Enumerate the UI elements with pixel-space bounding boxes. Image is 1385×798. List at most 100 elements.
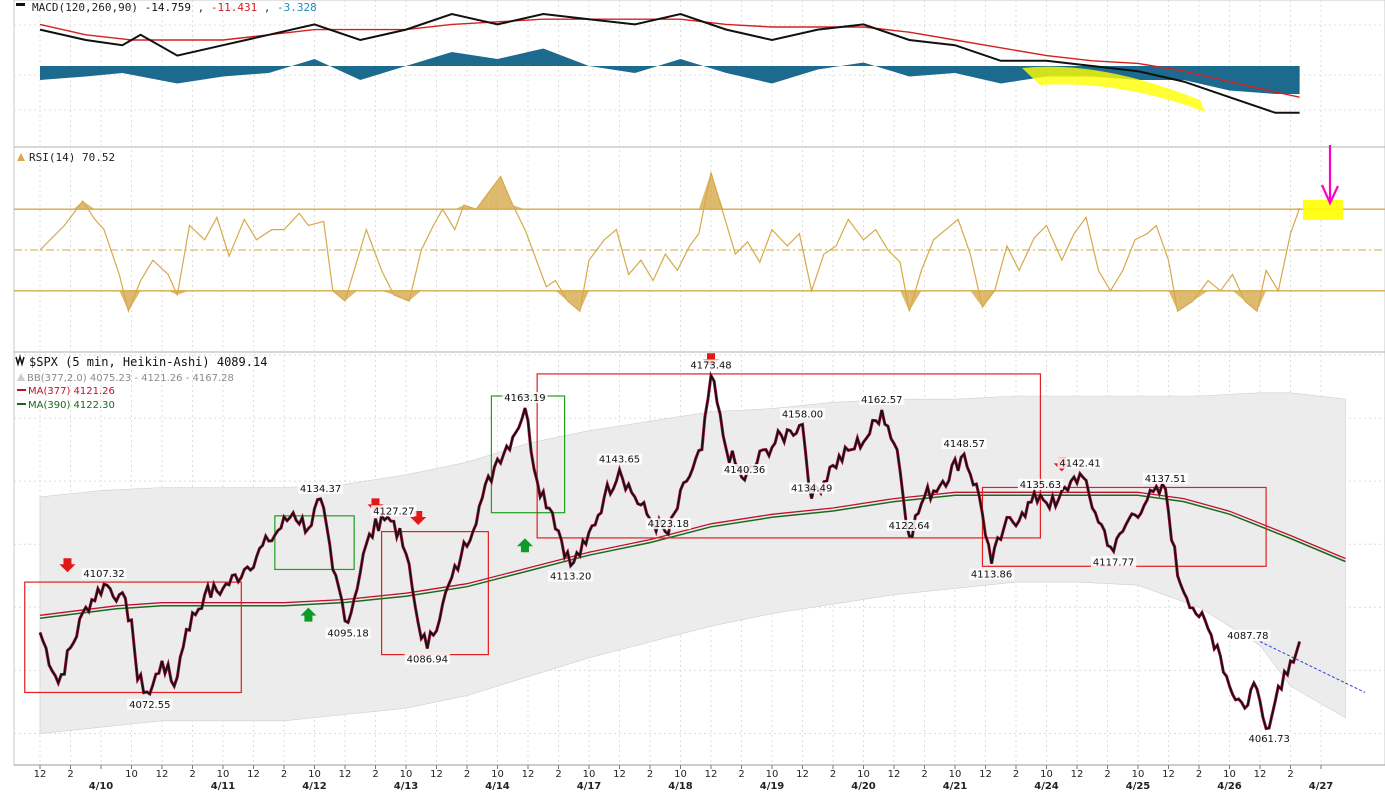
price-label-bg bbox=[789, 482, 835, 494]
rsi-oversold-fill bbox=[555, 290, 568, 301]
price-label-bg bbox=[1225, 629, 1271, 641]
x-tick-label: 10 bbox=[766, 769, 779, 780]
magenta-arrow-head bbox=[1320, 184, 1339, 206]
rsi-oversold-fill bbox=[1177, 290, 1193, 312]
price-label-bg bbox=[596, 453, 643, 465]
x-day-label: 4/21 bbox=[943, 781, 968, 792]
price-label: 4163.19 bbox=[502, 392, 548, 404]
price-label-text: 4134.49 bbox=[791, 484, 832, 495]
rsi-highlight-marker bbox=[1303, 200, 1343, 220]
price-label-text: 4127.27 bbox=[373, 506, 414, 517]
x-tick-label: 2 bbox=[281, 769, 287, 780]
price-label-bg bbox=[779, 408, 826, 420]
price-label: 4107.32 bbox=[81, 568, 127, 580]
x-tick-label: 12 bbox=[1254, 769, 1267, 780]
x-tick-label: 10 bbox=[949, 769, 962, 780]
price-label-bg bbox=[127, 698, 173, 710]
x-tick-label: 2 bbox=[464, 769, 470, 780]
ma390-line bbox=[39, 494, 1346, 620]
rsi-legend-text: RSI(14) 70.52 bbox=[29, 151, 115, 164]
macd-legend: MACD(120,260,90) -14.759 , -11.431 , -3.… bbox=[16, 1, 317, 14]
price-label-bg bbox=[941, 438, 987, 450]
price-label-bg bbox=[886, 519, 932, 531]
price-label-text: 4142.41 bbox=[1059, 459, 1100, 470]
x-day-label: 4/19 bbox=[760, 781, 785, 792]
x-day-label: 4/24 bbox=[1034, 781, 1059, 792]
rsi-line bbox=[39, 172, 1301, 314]
price-label-bg bbox=[1142, 473, 1189, 485]
ma1-legend: MA(377) 4121.26 bbox=[28, 386, 115, 397]
rsi-oversold-fill bbox=[1244, 290, 1257, 312]
x-tick-label: 12 bbox=[522, 769, 535, 780]
x-tick-label: 2 bbox=[830, 769, 836, 780]
price-label-bg bbox=[859, 393, 905, 405]
rsi-oversold-fill bbox=[381, 290, 394, 295]
price-label-bg bbox=[1246, 733, 1292, 745]
x-tick-label: 10 bbox=[308, 769, 321, 780]
price-label-bg bbox=[404, 653, 450, 665]
price-label: 4087.78 bbox=[1225, 629, 1271, 642]
price-label-text: 4061.73 bbox=[1248, 734, 1289, 745]
rsi-oversold-fill bbox=[409, 290, 422, 301]
rsi-overbought-fill bbox=[488, 176, 501, 210]
price-label-text: 4086.94 bbox=[407, 654, 448, 665]
price-label-text: 4158.00 bbox=[782, 409, 823, 420]
rsi-legend: RSI(14) 70.52 bbox=[17, 151, 115, 164]
macd-legend-hist-value: -3.328 bbox=[277, 1, 317, 14]
rsi-legend-icon bbox=[17, 153, 25, 161]
ma2-legend-swatch bbox=[17, 403, 26, 405]
x-tick-label: 10 bbox=[217, 769, 230, 780]
price-label-text: 4162.57 bbox=[861, 395, 902, 406]
price-label: 4122.64 bbox=[886, 519, 932, 532]
price-label: 4127.27 bbox=[371, 505, 417, 517]
price-label-text: 4143.65 bbox=[599, 455, 640, 466]
price-label: 4095.18 bbox=[325, 627, 371, 640]
signal-line bbox=[39, 18, 1300, 98]
x-tick-label: 2 bbox=[1287, 769, 1293, 780]
x-day-label: 4/11 bbox=[211, 781, 236, 792]
price-panel: 4107.32 4072.55 4134.37 4095.18 4127.27 4086.… bbox=[24, 353, 1366, 745]
rsi-oversold-fill bbox=[177, 290, 190, 295]
price-label: 4158.00 bbox=[779, 408, 826, 420]
x-tick-label: 2 bbox=[189, 769, 195, 780]
rsi-oversold-fill bbox=[567, 290, 580, 312]
price-label-bg bbox=[1057, 457, 1103, 469]
rsi-overbought-fill bbox=[1290, 208, 1300, 210]
macd-legend-swatch bbox=[16, 3, 25, 6]
price-label-bg bbox=[645, 518, 691, 530]
price-label-text: 4135.63 bbox=[1020, 480, 1061, 491]
price-label-text: 4123.18 bbox=[648, 519, 689, 530]
x-tick-label: 12 bbox=[156, 769, 169, 780]
last-price-dashed-line bbox=[1259, 641, 1366, 693]
price-label: 4148.57 bbox=[941, 438, 987, 450]
ma1-legend-swatch bbox=[17, 389, 26, 391]
x-tick-label: 12 bbox=[979, 769, 992, 780]
buy-arrow-icon bbox=[300, 607, 317, 622]
x-tick-label: 2 bbox=[1013, 769, 1019, 780]
rsi-oversold-fill bbox=[345, 290, 358, 301]
macd-legend-text: MACD(120,260,90) -14.759 , -11.431 , -3.… bbox=[32, 1, 317, 14]
x-day-label: 4/13 bbox=[394, 781, 419, 792]
price-label: 4140.36 bbox=[721, 464, 768, 476]
price-label: 4117.77 bbox=[1091, 556, 1137, 568]
x-day-label: 4/26 bbox=[1217, 781, 1242, 792]
x-tick-label: 2 bbox=[1196, 769, 1202, 780]
price-label-text: 4134.37 bbox=[300, 484, 341, 495]
price-label: 4123.18 bbox=[645, 518, 691, 530]
price-label: 4061.73 bbox=[1246, 733, 1292, 745]
rsi-oversold-fill bbox=[909, 290, 922, 312]
x-tick-label: 10 bbox=[1132, 769, 1145, 780]
price-label-text: 4173.48 bbox=[690, 361, 731, 372]
x-day-label: 4/18 bbox=[668, 781, 693, 792]
x-day-label: 4/12 bbox=[302, 781, 327, 792]
price-label: 4173.48 bbox=[688, 359, 734, 372]
price-label-text: 4113.86 bbox=[971, 570, 1012, 581]
candle-icon bbox=[15, 354, 25, 367]
x-day-label: 4/17 bbox=[577, 781, 602, 792]
macd-legend-prefix: MACD(120,260,90) bbox=[32, 1, 138, 14]
macd-legend-comma1: , bbox=[198, 1, 211, 14]
x-tick-label: 2 bbox=[555, 769, 561, 780]
red-range-box bbox=[24, 581, 242, 694]
